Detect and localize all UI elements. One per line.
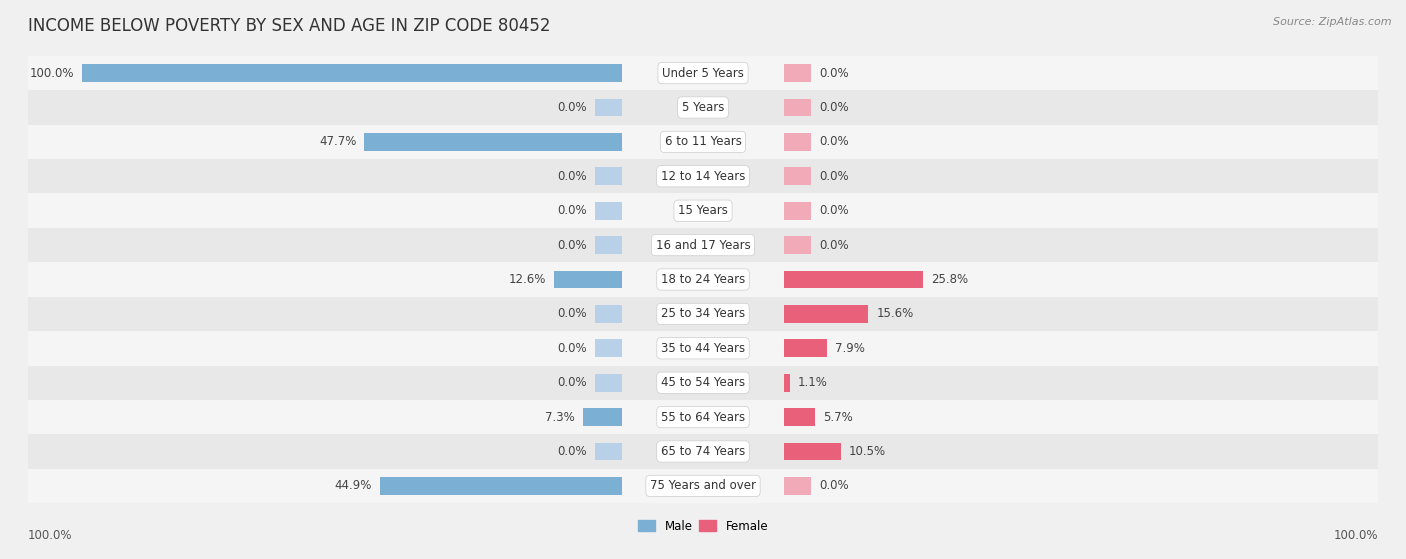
Bar	[28, 297, 1378, 331]
Text: 12 to 14 Years: 12 to 14 Years	[661, 170, 745, 183]
Text: 7.3%: 7.3%	[544, 411, 575, 424]
Text: 55 to 64 Years: 55 to 64 Years	[661, 411, 745, 424]
Bar	[595, 236, 621, 254]
Bar	[785, 236, 811, 254]
Text: 0.0%: 0.0%	[820, 204, 849, 217]
Bar	[785, 477, 811, 495]
Text: 15.6%: 15.6%	[876, 307, 914, 320]
Bar	[28, 366, 1378, 400]
Text: 16 and 17 Years: 16 and 17 Years	[655, 239, 751, 252]
Text: 0.0%: 0.0%	[557, 342, 586, 355]
Bar	[785, 408, 814, 426]
Text: 35 to 44 Years: 35 to 44 Years	[661, 342, 745, 355]
Text: 0.0%: 0.0%	[557, 170, 586, 183]
Bar	[785, 339, 827, 357]
Text: 6 to 11 Years: 6 to 11 Years	[665, 135, 741, 148]
Bar	[82, 64, 621, 82]
Text: 0.0%: 0.0%	[557, 204, 586, 217]
Text: 10.5%: 10.5%	[849, 445, 886, 458]
Text: 47.7%: 47.7%	[319, 135, 356, 148]
Text: 18 to 24 Years: 18 to 24 Years	[661, 273, 745, 286]
Bar	[595, 305, 621, 323]
Text: 5.7%: 5.7%	[823, 411, 852, 424]
Text: 0.0%: 0.0%	[557, 101, 586, 114]
Bar	[595, 374, 621, 392]
Bar	[28, 193, 1378, 228]
Text: 25.8%: 25.8%	[931, 273, 969, 286]
Bar	[595, 202, 621, 220]
Text: 12.6%: 12.6%	[509, 273, 546, 286]
Bar	[28, 468, 1378, 503]
Text: 0.0%: 0.0%	[557, 239, 586, 252]
Text: 0.0%: 0.0%	[820, 101, 849, 114]
Bar	[364, 133, 621, 151]
Text: 100.0%: 100.0%	[28, 529, 73, 542]
Bar	[785, 64, 811, 82]
Text: 45 to 54 Years: 45 to 54 Years	[661, 376, 745, 389]
Text: 0.0%: 0.0%	[820, 135, 849, 148]
Text: 100.0%: 100.0%	[1333, 529, 1378, 542]
Bar	[28, 125, 1378, 159]
Bar	[28, 228, 1378, 262]
Text: 0.0%: 0.0%	[557, 376, 586, 389]
Bar	[582, 408, 621, 426]
Bar	[595, 339, 621, 357]
Text: Under 5 Years: Under 5 Years	[662, 67, 744, 79]
Text: 15 Years: 15 Years	[678, 204, 728, 217]
Text: 0.0%: 0.0%	[820, 67, 849, 79]
Text: 44.9%: 44.9%	[335, 480, 371, 492]
Text: 7.9%: 7.9%	[835, 342, 865, 355]
Legend: Male, Female: Male, Female	[633, 515, 773, 537]
Text: 0.0%: 0.0%	[557, 445, 586, 458]
Bar	[785, 133, 811, 151]
Bar	[28, 400, 1378, 434]
Text: Source: ZipAtlas.com: Source: ZipAtlas.com	[1274, 17, 1392, 27]
Bar	[785, 443, 841, 461]
Bar	[595, 443, 621, 461]
Bar	[785, 98, 811, 116]
Bar	[28, 331, 1378, 366]
Text: INCOME BELOW POVERTY BY SEX AND AGE IN ZIP CODE 80452: INCOME BELOW POVERTY BY SEX AND AGE IN Z…	[28, 17, 551, 35]
Text: 0.0%: 0.0%	[820, 480, 849, 492]
Bar	[785, 202, 811, 220]
Bar	[28, 262, 1378, 297]
Text: 75 Years and over: 75 Years and over	[650, 480, 756, 492]
Bar	[785, 374, 790, 392]
Bar	[28, 91, 1378, 125]
Bar	[785, 167, 811, 185]
Bar	[554, 271, 621, 288]
Bar	[28, 434, 1378, 468]
Text: 1.1%: 1.1%	[799, 376, 828, 389]
Bar	[785, 305, 869, 323]
Text: 5 Years: 5 Years	[682, 101, 724, 114]
Text: 65 to 74 Years: 65 to 74 Years	[661, 445, 745, 458]
Bar	[380, 477, 621, 495]
Bar	[595, 167, 621, 185]
Text: 0.0%: 0.0%	[820, 170, 849, 183]
Text: 100.0%: 100.0%	[30, 67, 75, 79]
Bar	[28, 159, 1378, 193]
Text: 0.0%: 0.0%	[820, 239, 849, 252]
Bar	[785, 271, 924, 288]
Bar	[595, 98, 621, 116]
Bar	[28, 56, 1378, 91]
Text: 0.0%: 0.0%	[557, 307, 586, 320]
Text: 25 to 34 Years: 25 to 34 Years	[661, 307, 745, 320]
